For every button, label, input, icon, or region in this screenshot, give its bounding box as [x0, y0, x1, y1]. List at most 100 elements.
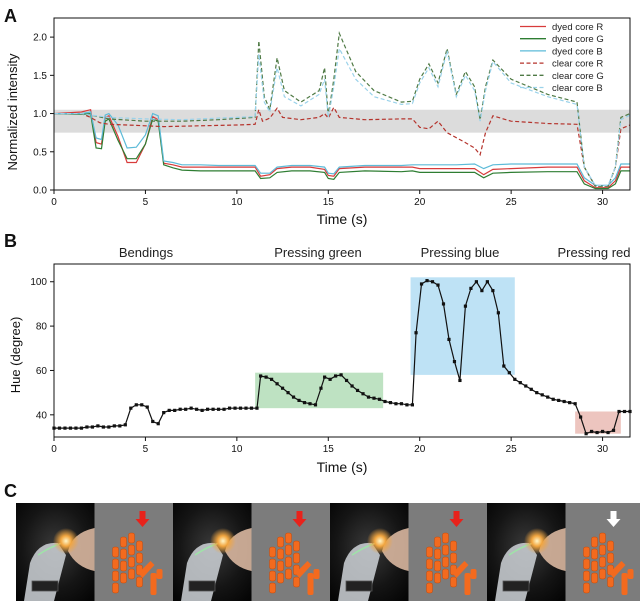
y-tick-label: 0.5: [33, 147, 47, 158]
data-point: [259, 374, 263, 378]
data-point: [595, 430, 599, 435]
data-point: [540, 393, 544, 397]
data-point: [63, 426, 67, 430]
annotation-pressing-blue: Pressing blue: [421, 245, 500, 260]
data-point: [244, 406, 248, 410]
x-tick-label: 5: [143, 444, 149, 455]
x-tick-label: 0: [51, 444, 57, 455]
data-point: [551, 397, 555, 401]
data-point: [173, 408, 177, 412]
data-point: [167, 408, 171, 412]
data-point: [441, 302, 446, 306]
data-point: [518, 381, 522, 385]
series-line-dyed-core-B: [54, 111, 630, 186]
data-point: [129, 406, 133, 410]
hand-photo: [487, 503, 566, 601]
data-point: [222, 407, 226, 411]
data-point: [151, 419, 155, 424]
data-point: [394, 402, 398, 406]
panel-a-ylabel: Normalized intensity: [5, 53, 20, 171]
data-point: [216, 407, 221, 411]
data-point: [339, 373, 343, 377]
data-point: [308, 402, 312, 406]
data-point: [617, 409, 621, 414]
data-point: [319, 386, 323, 390]
panel-a-frame: [53, 17, 631, 191]
data-point: [611, 428, 616, 432]
legend-label: clear core B: [552, 83, 603, 94]
x-tick-label: 20: [414, 444, 426, 455]
x-tick-label: 25: [506, 444, 518, 455]
x-tick-label: 25: [506, 197, 518, 208]
data-point: [524, 384, 528, 388]
data-point: [297, 398, 301, 403]
data-point: [118, 424, 122, 428]
data-point: [430, 280, 435, 284]
data-point: [425, 279, 429, 283]
data-point: [90, 425, 94, 429]
data-point: [275, 382, 279, 386]
data-point: [600, 429, 605, 434]
data-point: [513, 377, 517, 381]
data-point: [469, 286, 473, 290]
highlight-region: [255, 372, 384, 409]
series-line-dyed-core-G: [53, 112, 630, 190]
annotation-pressing-red: Pressing red: [558, 245, 631, 260]
data-point: [323, 375, 327, 379]
data-point: [474, 280, 478, 284]
y-tick-label: 1.5: [33, 71, 47, 82]
legend-label: clear core G: [552, 71, 604, 82]
hand-render: [565, 503, 640, 601]
data-point: [502, 364, 506, 368]
data-point: [535, 391, 539, 395]
data-point: [496, 311, 500, 315]
annotation-bendings: Bendings: [119, 245, 174, 260]
data-point: [557, 398, 561, 403]
hand-render: [251, 503, 330, 601]
data-point: [491, 289, 495, 293]
x-tick-label: 30: [597, 197, 609, 208]
data-point: [313, 403, 318, 407]
data-point: [140, 403, 144, 407]
data-point: [233, 406, 237, 410]
data-point: [145, 405, 149, 409]
data-point: [383, 399, 387, 404]
hand-photo: [16, 503, 95, 601]
data-point: [361, 392, 365, 396]
data-point: [463, 304, 468, 308]
data-point: [107, 425, 111, 429]
panel-b-frame: [53, 263, 631, 438]
hand-photo: [173, 503, 252, 601]
x-tick-label: 20: [414, 197, 426, 208]
hand-photo: [330, 503, 409, 601]
arrow-icon: [606, 511, 621, 527]
data-point: [366, 395, 371, 399]
y-tick-label: 1.0: [33, 109, 47, 120]
legend-label: clear core R: [552, 59, 603, 70]
highlight-region: [575, 411, 621, 434]
reference-band: [54, 109, 630, 133]
y-tick-label: 80: [36, 322, 48, 333]
data-point: [238, 406, 243, 410]
series-line-clear-core-R: [54, 106, 631, 187]
data-point: [280, 386, 285, 390]
panel-b-letter: B: [4, 231, 17, 251]
data-point: [101, 425, 105, 429]
data-point: [206, 407, 210, 411]
data-point: [355, 388, 360, 393]
x-tick-label: 5: [143, 197, 149, 208]
data-point: [388, 401, 393, 405]
data-point: [414, 331, 418, 335]
x-tick-label: 10: [231, 197, 243, 208]
data-point: [249, 406, 254, 410]
y-tick-label: 2.0: [33, 33, 47, 44]
arrow-icon: [449, 511, 464, 527]
hue-series-line: [54, 279, 630, 435]
data-point: [189, 406, 193, 410]
x-tick-label: 15: [323, 444, 335, 455]
highlight-region: [410, 277, 515, 375]
data-point: [74, 426, 78, 430]
data-point: [57, 426, 62, 430]
